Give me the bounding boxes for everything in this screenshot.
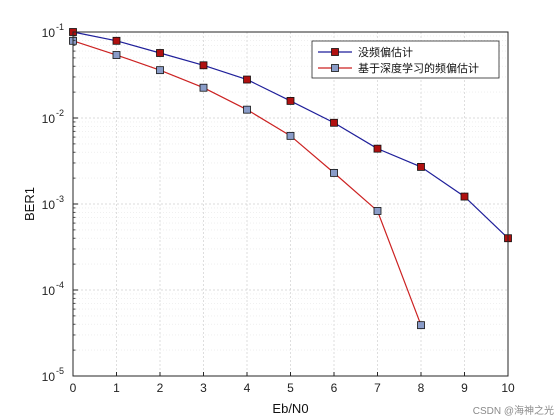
x-tick-label: 8	[418, 381, 425, 395]
x-tick-label: 2	[157, 381, 164, 395]
watermark: CSDN @海神之光	[473, 404, 554, 417]
y-tick-label: 10	[42, 26, 56, 40]
y-tick-base: 10	[42, 26, 56, 40]
y-tick-base: 10	[42, 284, 56, 298]
series-2-point	[199, 83, 208, 92]
x-tick-label: 0	[70, 381, 77, 395]
legend-marker-series-1	[331, 48, 339, 56]
series-1-point	[286, 97, 295, 105]
y-tick-exponent: -5	[56, 366, 64, 376]
series-1-point	[373, 144, 382, 153]
series-1-point	[330, 118, 338, 127]
legend-label-series-1: 没频偏估计	[358, 45, 413, 59]
y-tick-exponent: -4	[56, 280, 64, 290]
series-2-point	[243, 105, 251, 114]
series-1-point	[112, 36, 121, 45]
series-1-point	[417, 163, 425, 171]
x-tick-label: 10	[501, 381, 515, 395]
x-tick-label: 7	[374, 381, 381, 395]
y-tick-exponent: -1	[56, 22, 64, 32]
legend: 没频偏估计 基于深度学习的频偏估计	[311, 40, 500, 79]
series-1-point	[156, 49, 164, 57]
y-tick-exponent: -2	[56, 108, 64, 118]
series-2-point	[417, 321, 425, 330]
series-2-point	[156, 66, 164, 75]
x-tick-label: 3	[200, 381, 207, 395]
y-tick-exponent: -3	[56, 194, 64, 204]
legend-box	[311, 40, 500, 79]
y-tick-label: 10	[42, 112, 56, 126]
y-tick-label: 10	[42, 370, 56, 384]
series-layer	[69, 28, 512, 330]
x-axis-label: Eb/N0	[272, 401, 308, 416]
grid-lines	[73, 32, 508, 376]
series-1-point	[243, 75, 251, 84]
series-2-point	[286, 131, 295, 140]
y-tick-label: 10	[42, 198, 56, 212]
y-tick-base: 10	[42, 112, 56, 126]
y-axis-label: BER1	[22, 187, 37, 221]
y-tick-base: 10	[42, 370, 56, 384]
y-tick-base: 10	[42, 198, 56, 212]
x-tick-label: 9	[461, 381, 468, 395]
series-2-point	[330, 168, 338, 177]
series-2-point	[373, 207, 382, 215]
x-tick-label: 1	[113, 381, 120, 395]
x-tick-label: 5	[287, 381, 294, 395]
x-tick-label: 6	[331, 381, 338, 395]
series-1-point	[460, 192, 469, 201]
x-tick-label: 4	[244, 381, 251, 395]
legend-label-series-2: 基于深度学习的频偏估计	[358, 61, 479, 75]
series-1-point	[199, 61, 208, 70]
legend-marker-series-2	[331, 64, 339, 72]
y-tick-label: 10	[42, 284, 56, 298]
series-2-point	[112, 51, 121, 59]
